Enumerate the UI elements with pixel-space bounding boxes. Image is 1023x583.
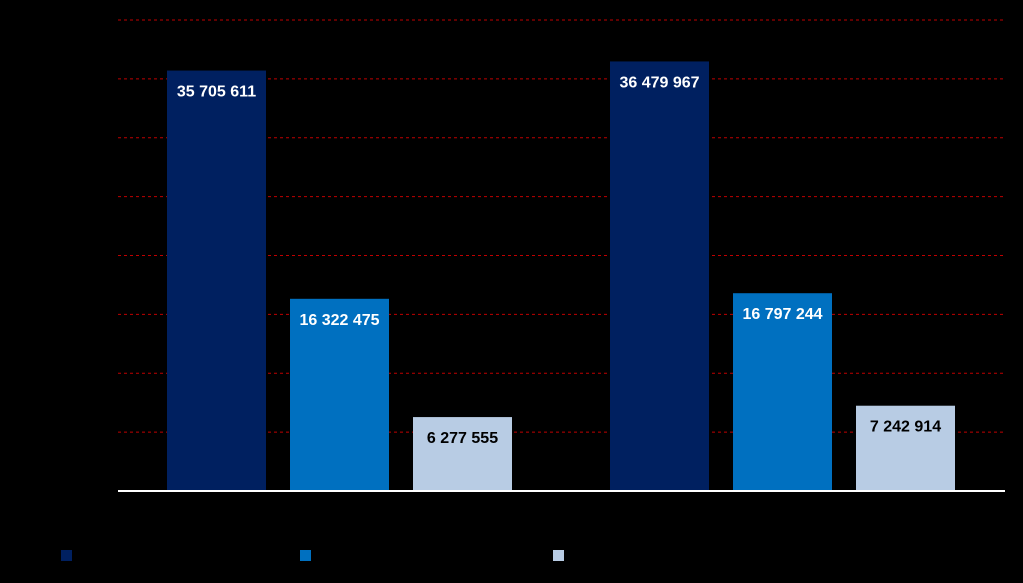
data-label: 6 277 555 [427,430,498,447]
data-labels: 35 705 611 36 479 967 16 322 475 16 797 244… [177,74,941,447]
bar-series-2-group-1 [290,298,389,491]
legend-marker-series-2 [300,550,311,561]
bar-series-1-group-2 [610,61,709,491]
data-label: 16 797 244 [742,306,822,323]
data-label: 16 322 475 [299,312,379,329]
legend-marker-series-3 [553,550,564,561]
data-label: 35 705 611 [177,84,256,101]
bars [167,61,955,491]
data-label: 36 479 967 [619,74,699,91]
bar-series-2-group-2 [733,293,832,491]
bar-series-3-group-2 [856,405,955,491]
data-label: 7 242 914 [870,419,941,436]
bar-series-3-group-1 [413,417,512,491]
bar-series-1-group-1 [167,70,266,491]
legend-marker-series-1 [61,550,72,561]
